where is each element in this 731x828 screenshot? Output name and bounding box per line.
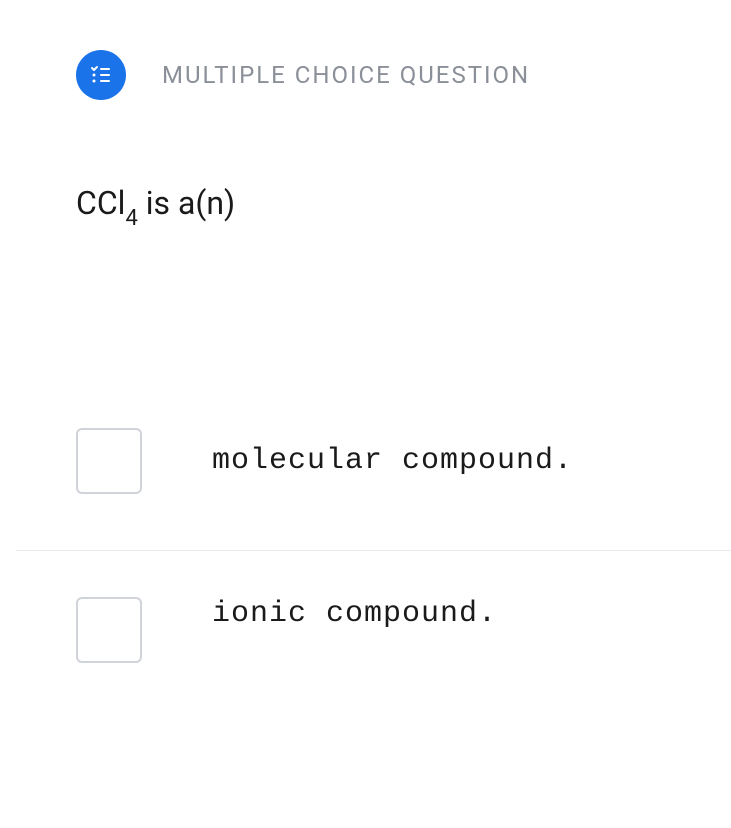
question-formula-subscript: 4 bbox=[125, 206, 137, 231]
option-checkbox[interactable] bbox=[76, 428, 142, 494]
option-label: molecular compound. bbox=[212, 444, 573, 478]
question-card: MULTIPLE CHOICE QUESTION CCl4 is a(n) mo… bbox=[0, 0, 731, 828]
option-checkbox[interactable] bbox=[76, 597, 142, 663]
question-formula-prefix: CCl bbox=[76, 184, 125, 222]
question-prompt: CCl4 is a(n) bbox=[16, 100, 731, 227]
options-list: molecular compound. ionic compound. bbox=[16, 391, 731, 751]
question-type-label: MULTIPLE CHOICE QUESTION bbox=[162, 61, 530, 89]
question-formula-suffix: is a(n) bbox=[138, 184, 235, 222]
checklist-icon bbox=[76, 50, 126, 100]
option-label: ionic compound. bbox=[212, 597, 497, 631]
option-row[interactable]: molecular compound. bbox=[16, 391, 731, 551]
card-header: MULTIPLE CHOICE QUESTION bbox=[16, 0, 731, 100]
checklist-icon-svg bbox=[89, 63, 113, 87]
option-row[interactable]: ionic compound. bbox=[16, 551, 731, 751]
